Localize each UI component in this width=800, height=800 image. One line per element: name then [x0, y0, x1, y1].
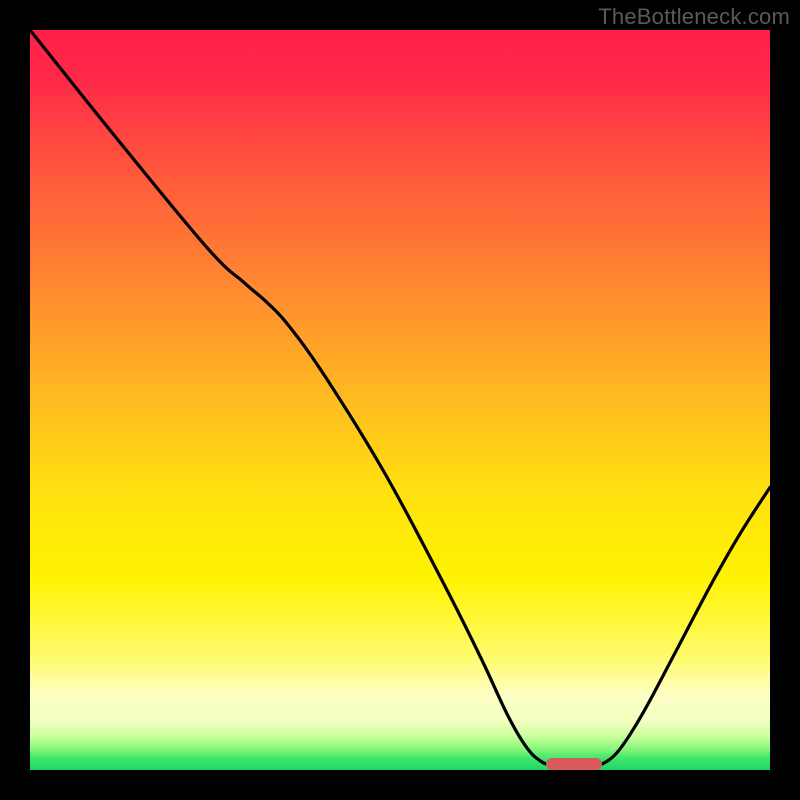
bottleneck-curve: [30, 30, 770, 770]
watermark-text: TheBottleneck.com: [598, 4, 790, 30]
chart-root: TheBottleneck.com: [0, 0, 800, 800]
plot-area: [30, 30, 770, 770]
optimal-marker: [546, 758, 602, 771]
